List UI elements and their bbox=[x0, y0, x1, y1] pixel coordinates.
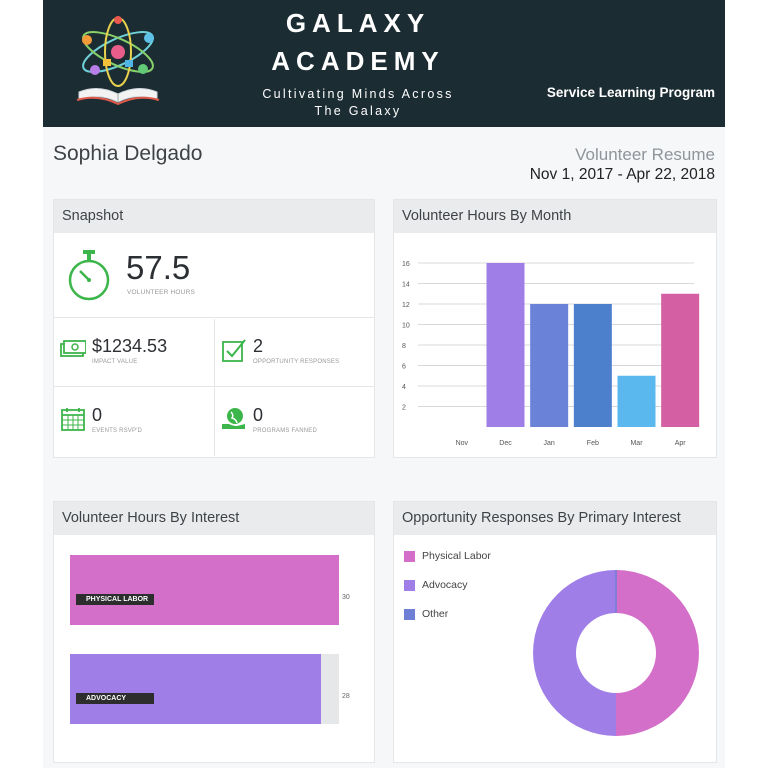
y-tick-label: 12 bbox=[402, 302, 410, 309]
events-rsvpd-label: EVENTS RSVP'D bbox=[92, 428, 143, 434]
brand-block: GALAXY ACADEMY Cultivating Minds Across … bbox=[223, 8, 493, 120]
snapshot-title: Snapshot bbox=[54, 200, 374, 233]
legend-label: Physical Labor bbox=[422, 550, 491, 562]
tagline-line1: Cultivating Minds Across bbox=[262, 87, 454, 101]
legend-label: Advocacy bbox=[422, 579, 468, 591]
y-tick-label: 2 bbox=[402, 405, 406, 412]
bar-category-label: ADVOCACY bbox=[76, 693, 154, 704]
y-tick-label: 14 bbox=[402, 282, 410, 289]
x-tick-label: Jan bbox=[544, 440, 555, 447]
bar-value-label: 28 bbox=[342, 693, 350, 700]
y-tick-label: 6 bbox=[402, 364, 406, 371]
hours-by-interest-chart: PHYSICAL LABOR 30 ADVOCACY 28 bbox=[54, 535, 374, 762]
bar-jan bbox=[530, 304, 569, 427]
opportunity-responses-label: OPPORTUNITY RESPONSES bbox=[253, 359, 340, 365]
stopwatch-icon bbox=[68, 250, 110, 301]
volunteer-hours-value: 57.5 bbox=[126, 249, 191, 286]
bar-value-label: 30 bbox=[342, 594, 350, 601]
brand-line1: GALAXY bbox=[285, 8, 431, 38]
hours-by-month-chart: 2 4 6 8 10 12 14 16 Nov Dec Jan Feb Mar Apr bbox=[402, 261, 700, 447]
program-name: Service Learning Program bbox=[546, 85, 715, 100]
y-tick-label: 8 bbox=[402, 343, 406, 350]
snapshot-card: Snapshot 57.5 VOLUNTEER HOURS $1234.53 I… bbox=[53, 199, 375, 458]
bar-category-label: PHYSICAL LABOR bbox=[76, 594, 154, 605]
resume-title: Volunteer Resume bbox=[575, 145, 715, 164]
checkbox-icon bbox=[222, 339, 246, 362]
responses-by-interest-title: Opportunity Responses By Primary Interes… bbox=[394, 502, 716, 535]
resume-date-range: Nov 1, 2017 - Apr 22, 2018 bbox=[529, 166, 715, 183]
globe-hand-icon bbox=[222, 408, 245, 429]
impact-value-stat: $1234.53 IMPACT VALUE bbox=[54, 319, 214, 387]
responses-by-interest-card: Opportunity Responses By Primary Interes… bbox=[393, 501, 717, 763]
bar-feb bbox=[573, 304, 612, 427]
header-banner: GALAXY ACADEMY Cultivating Minds Across … bbox=[43, 0, 725, 127]
y-tick-label: 4 bbox=[402, 384, 406, 391]
student-name: Sophia Delgado bbox=[53, 142, 203, 165]
x-tick-label: Dec bbox=[499, 440, 512, 447]
programs-fanned-stat: 0 PROGRAMS FANNED bbox=[214, 388, 374, 456]
legend-swatch bbox=[404, 609, 415, 620]
responses-donut-chart bbox=[533, 570, 699, 736]
programs-fanned-value: 0 bbox=[253, 405, 264, 425]
opportunity-responses-stat: 2 OPPORTUNITY RESPONSES bbox=[214, 319, 374, 387]
volunteer-hours-label: VOLUNTEER HOURS bbox=[127, 289, 196, 296]
resume-page: GALAXY ACADEMY Cultivating Minds Across … bbox=[43, 0, 725, 768]
bar-dec bbox=[486, 263, 525, 427]
y-tick-label: 10 bbox=[402, 323, 410, 330]
tagline: Cultivating Minds Across The Galaxy bbox=[223, 86, 493, 120]
programs-fanned-label: PROGRAMS FANNED bbox=[253, 428, 318, 434]
impact-value: $1234.53 bbox=[92, 336, 168, 356]
legend-swatch bbox=[404, 580, 415, 591]
legend-swatch bbox=[404, 551, 415, 562]
bar-advocacy bbox=[70, 654, 322, 724]
hours-by-interest-title: Volunteer Hours By Interest bbox=[54, 502, 374, 535]
events-rsvpd-stat: 0 EVENTS RSVP'D bbox=[54, 388, 214, 456]
money-icon bbox=[60, 340, 86, 357]
y-tick-label: 16 bbox=[402, 261, 410, 268]
brand-line2: ACADEMY bbox=[271, 46, 445, 76]
slice-advocacy bbox=[533, 570, 616, 736]
slice-physical-labor bbox=[616, 570, 699, 736]
hours-by-month-card: Volunteer Hours By Month 2 4 6 8 10 12 14 16 Nov… bbox=[393, 199, 717, 458]
legend-label: Other bbox=[422, 608, 449, 620]
opportunity-responses-value: 2 bbox=[253, 336, 264, 356]
impact-value-label: IMPACT VALUE bbox=[92, 359, 138, 365]
calendar-icon bbox=[61, 408, 85, 431]
x-tick-label: Mar bbox=[630, 440, 643, 447]
x-tick-label: Nov bbox=[456, 440, 469, 447]
hours-by-month-title: Volunteer Hours By Month bbox=[394, 200, 716, 233]
tagline-line2: The Galaxy bbox=[314, 104, 402, 118]
events-rsvpd-value: 0 bbox=[92, 405, 103, 425]
book-atom-logo-icon bbox=[76, 16, 160, 106]
bar-apr bbox=[661, 293, 700, 427]
x-tick-label: Apr bbox=[675, 440, 687, 447]
hours-by-interest-card: Volunteer Hours By Interest PHYSICAL LAB… bbox=[53, 501, 375, 763]
bar-mar bbox=[617, 375, 656, 427]
volunteer-hours-stat: 57.5 VOLUNTEER HOURS bbox=[54, 233, 374, 318]
x-tick-label: Feb bbox=[587, 440, 599, 447]
bar-physical-labor bbox=[70, 555, 339, 625]
